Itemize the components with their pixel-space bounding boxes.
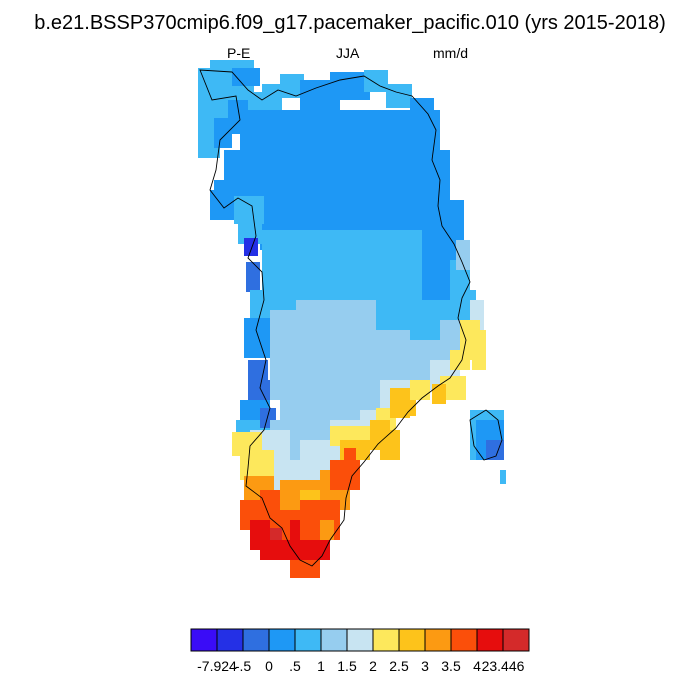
colorbar-tick-label: 0 bbox=[265, 658, 273, 674]
field-cell bbox=[232, 68, 260, 86]
coastline-path bbox=[199, 69, 471, 567]
field-cell bbox=[296, 300, 376, 340]
colorbar-box bbox=[476, 628, 504, 652]
field-cell bbox=[456, 240, 470, 270]
colorbar-tick-label: 3 bbox=[421, 658, 429, 674]
colorbar-tick-label: 1 bbox=[317, 658, 325, 674]
colorbar-boxes bbox=[190, 628, 530, 652]
colorbar-box bbox=[242, 628, 270, 652]
colorbar-tick-label: -7.924 bbox=[197, 658, 237, 674]
field-cell bbox=[432, 384, 446, 404]
units-label: mm/d bbox=[433, 45, 468, 61]
colorbar-tick-label: 1.5 bbox=[337, 658, 357, 674]
field-cell bbox=[240, 450, 274, 480]
colorbar-box bbox=[346, 628, 374, 652]
colorbar-box bbox=[372, 628, 400, 652]
colorbar-tick-label: 2 bbox=[369, 658, 377, 674]
coastline-outline bbox=[199, 69, 503, 567]
field-cell bbox=[246, 262, 260, 292]
field-cell bbox=[486, 440, 504, 460]
field-cell bbox=[244, 238, 258, 256]
field-cell bbox=[472, 330, 486, 370]
colorbar-box bbox=[268, 628, 296, 652]
field-cell bbox=[330, 72, 370, 100]
colorbar-tick-label: 23.446 bbox=[482, 658, 525, 674]
colorbar-tick-label: .5 bbox=[289, 658, 301, 674]
field-cell bbox=[410, 380, 430, 400]
colorbar-labels: -7.924-.5 0 .5 1 1.5 2 2.5 3 3.5 4 23.446 bbox=[197, 658, 524, 674]
colorbar-box bbox=[502, 628, 530, 652]
field-cell bbox=[320, 520, 334, 540]
field-cell bbox=[310, 540, 330, 560]
colorbar-tick-label: 4 bbox=[473, 658, 481, 674]
colorbar-box bbox=[216, 628, 244, 652]
field-cell bbox=[214, 118, 232, 148]
coastline-path bbox=[469, 409, 503, 461]
season-label: JJA bbox=[336, 45, 360, 61]
precip-minus-evap-field bbox=[198, 60, 506, 578]
colorbar-box bbox=[450, 628, 478, 652]
map-title: b.e21.BSSP370cmip6.f09_g17.pacemaker_pac… bbox=[34, 12, 666, 34]
colorbar-box bbox=[320, 628, 348, 652]
field-cell bbox=[386, 84, 412, 108]
colorbar-box bbox=[424, 628, 452, 652]
field-cell bbox=[240, 110, 440, 200]
field-cell bbox=[500, 470, 506, 484]
colorbar-box bbox=[294, 628, 322, 652]
field-cell bbox=[344, 448, 356, 468]
colorbar-tick-label: 3.5 bbox=[441, 658, 461, 674]
colorbar-tick-label: -.5 bbox=[235, 658, 252, 674]
colorbar-box bbox=[190, 628, 218, 652]
field-cell bbox=[234, 196, 264, 224]
colorbar-tick-label: 2.5 bbox=[389, 658, 409, 674]
field-cell bbox=[270, 528, 282, 540]
field-cell bbox=[262, 84, 282, 114]
colorbar-box bbox=[398, 628, 426, 652]
variable-label: P-E bbox=[227, 45, 251, 61]
